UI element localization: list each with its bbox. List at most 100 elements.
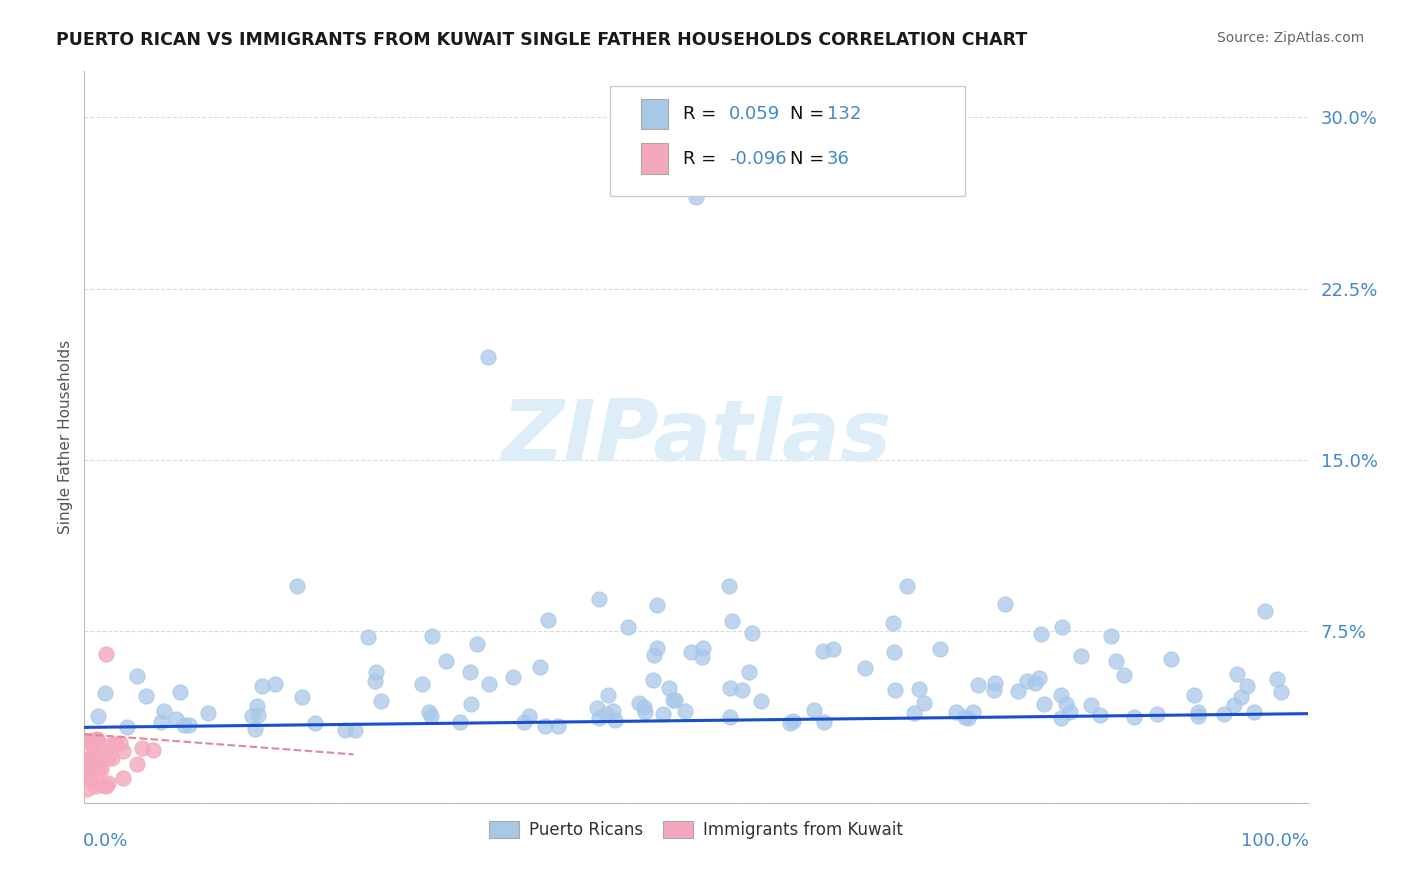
Point bbox=[411, 677, 433, 691]
Point bbox=[882, 615, 904, 630]
Point bbox=[588, 591, 610, 606]
Point bbox=[1160, 652, 1182, 666]
Bar bbox=[641, 99, 668, 129]
Point bbox=[1270, 685, 1292, 699]
Point bbox=[1230, 690, 1253, 705]
Point bbox=[418, 705, 440, 719]
Point bbox=[370, 694, 392, 708]
Point bbox=[896, 579, 918, 593]
Point bbox=[1213, 707, 1236, 722]
Point bbox=[135, 689, 157, 703]
Point bbox=[177, 718, 200, 732]
Point bbox=[86, 732, 108, 747]
Point bbox=[252, 679, 274, 693]
Point bbox=[83, 745, 105, 759]
Point bbox=[1017, 674, 1039, 689]
Point bbox=[984, 675, 1007, 690]
Point bbox=[115, 720, 138, 734]
Point bbox=[1050, 689, 1073, 703]
Point bbox=[127, 757, 149, 772]
Point bbox=[131, 740, 153, 755]
Point bbox=[263, 677, 285, 691]
Point bbox=[285, 579, 308, 593]
Point bbox=[1050, 711, 1073, 725]
Point bbox=[645, 599, 668, 613]
Point bbox=[83, 764, 105, 778]
Point bbox=[536, 613, 558, 627]
Point bbox=[502, 670, 524, 684]
Point bbox=[77, 734, 100, 748]
Point bbox=[165, 712, 187, 726]
Point bbox=[962, 705, 984, 719]
Point bbox=[547, 719, 569, 733]
Point bbox=[596, 688, 619, 702]
Point bbox=[811, 644, 834, 658]
Point bbox=[86, 762, 108, 776]
Text: ZIPatlas: ZIPatlas bbox=[501, 395, 891, 479]
Point bbox=[718, 579, 741, 593]
Point bbox=[903, 706, 925, 721]
Y-axis label: Single Father Households: Single Father Households bbox=[58, 340, 73, 534]
Point bbox=[84, 780, 107, 794]
Point bbox=[91, 743, 114, 757]
Point bbox=[628, 696, 651, 710]
Point bbox=[89, 762, 111, 776]
Point bbox=[240, 709, 263, 723]
Point bbox=[75, 754, 97, 768]
Point bbox=[588, 711, 610, 725]
Point bbox=[1254, 604, 1277, 618]
Point bbox=[718, 710, 741, 724]
Point bbox=[246, 708, 269, 723]
Point bbox=[673, 704, 696, 718]
Point bbox=[1187, 708, 1209, 723]
Point bbox=[420, 629, 443, 643]
Point bbox=[664, 693, 686, 707]
Point bbox=[1243, 705, 1265, 719]
Point bbox=[1028, 671, 1050, 685]
Point bbox=[77, 756, 100, 771]
Point bbox=[357, 630, 380, 644]
Point bbox=[647, 641, 669, 656]
Point bbox=[1070, 648, 1092, 663]
Point bbox=[108, 736, 131, 750]
Point bbox=[1099, 629, 1122, 643]
Point bbox=[246, 699, 269, 714]
Point bbox=[1223, 698, 1246, 713]
Point bbox=[73, 734, 96, 748]
Point bbox=[883, 645, 905, 659]
Point bbox=[641, 673, 664, 687]
Point bbox=[333, 723, 356, 737]
Point bbox=[77, 751, 100, 765]
Point bbox=[478, 677, 501, 691]
Point bbox=[90, 778, 112, 792]
Point bbox=[449, 714, 471, 729]
Point bbox=[364, 673, 387, 688]
Point bbox=[912, 696, 935, 710]
Point bbox=[720, 681, 742, 695]
Text: N =: N = bbox=[790, 105, 824, 123]
Point bbox=[685, 190, 707, 204]
Point bbox=[1032, 697, 1054, 711]
Point bbox=[803, 703, 825, 717]
Text: Source: ZipAtlas.com: Source: ZipAtlas.com bbox=[1216, 31, 1364, 45]
Point bbox=[1059, 705, 1081, 719]
Point bbox=[153, 704, 176, 718]
Point bbox=[661, 693, 683, 707]
Point bbox=[149, 715, 172, 730]
Point bbox=[643, 648, 665, 663]
Point bbox=[304, 715, 326, 730]
Point bbox=[720, 615, 742, 629]
Point bbox=[291, 690, 314, 705]
Point bbox=[616, 620, 638, 634]
Point bbox=[595, 707, 617, 722]
Text: R =: R = bbox=[682, 150, 716, 168]
Point bbox=[741, 625, 763, 640]
Point bbox=[76, 781, 98, 796]
Point bbox=[197, 706, 219, 720]
Point bbox=[343, 723, 366, 737]
Point bbox=[96, 647, 118, 661]
Point bbox=[652, 707, 675, 722]
Point bbox=[1050, 620, 1073, 634]
Point bbox=[76, 734, 98, 748]
Point bbox=[928, 642, 950, 657]
